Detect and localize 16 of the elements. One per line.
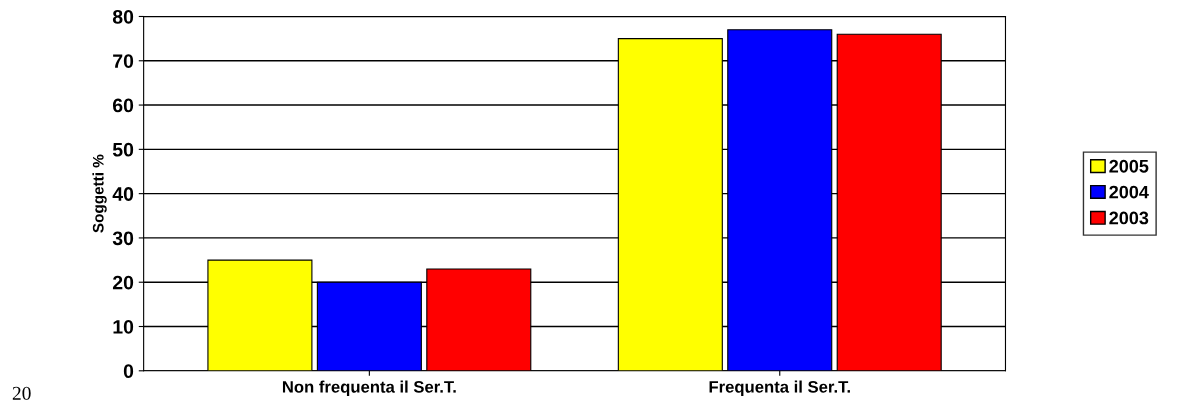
legend-label: 2004 (1109, 185, 1149, 199)
y-tick-label: 10 (113, 319, 134, 334)
y-tick-label: 40 (112, 187, 134, 201)
text: 20 (12, 386, 31, 400)
legend-label: 2005 (1109, 159, 1149, 173)
y-tick-label: 50 (112, 142, 134, 157)
y-tick-label: 80 (112, 9, 134, 24)
y-tick-label: 60 (113, 98, 134, 113)
y-tick-label: 0 (123, 364, 134, 379)
x-tick-label: Non frequenta il Ser.T. (282, 380, 456, 397)
y-axis-title: Soggetti % (92, 154, 107, 233)
x-tick-label: Frequenta il Ser.T. (709, 380, 850, 397)
y-tick-label: 20 (112, 275, 134, 290)
y-tick-label: 70 (113, 54, 134, 69)
legend-label: 2003 (1109, 211, 1149, 225)
y-tick-label: 30 (112, 231, 134, 246)
